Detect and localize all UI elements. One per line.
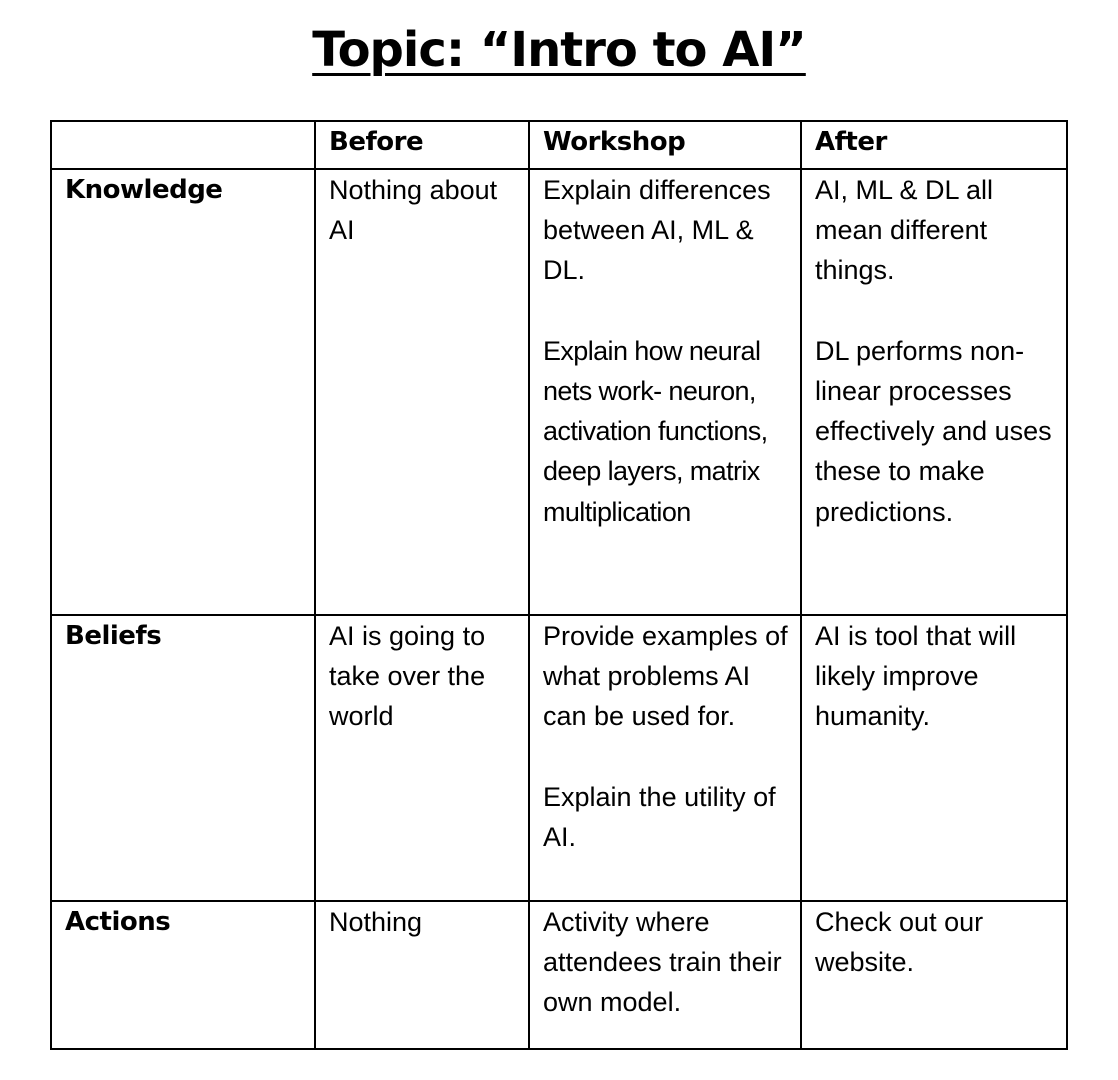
row-label-knowledge: Knowledge <box>50 168 316 616</box>
table-header-row: Before Workshop After <box>50 120 1068 170</box>
header-cell-before: Before <box>314 120 530 170</box>
cell-text: Nothing <box>329 907 423 937</box>
topic-plan-table: Before Workshop After Knowledge Nothing … <box>50 120 1068 1050</box>
cell-actions-after: Check out our website. <box>800 900 1068 1050</box>
cell-paragraph: Check out our website. <box>815 907 984 978</box>
cell-knowledge-after: AI, ML & DL all mean different things. D… <box>800 168 1068 616</box>
cell-knowledge-workshop: Explain differences between AI, ML & DL.… <box>528 168 802 616</box>
table-row-knowledge: Knowledge Nothing about AI Explain diffe… <box>50 168 1068 616</box>
document-title-text: Topic: “Intro to AI” <box>312 22 807 78</box>
cell-paragraph: DL performs non-linear processes effecti… <box>815 335 1052 527</box>
cell-paragraph: Explain the utility of AI. <box>543 781 776 852</box>
row-label-actions: Actions <box>50 900 316 1050</box>
cell-beliefs-after: AI is tool that will likely improve huma… <box>800 614 1068 902</box>
cell-actions-before: Nothing <box>314 900 530 1050</box>
table-row-beliefs: Beliefs AI is going to take over the wor… <box>50 614 1068 902</box>
document-title: Topic: “Intro to AI” <box>0 18 1118 82</box>
cell-beliefs-before: AI is going to take over the world <box>314 614 530 902</box>
cell-paragraph: Explain how neural nets work- neuron, ac… <box>543 335 768 527</box>
cell-paragraph: AI, ML & DL all mean different things. <box>815 175 994 286</box>
cell-paragraph: Provide examples of what problems AI can… <box>543 621 788 732</box>
cell-beliefs-workshop: Provide examples of what problems AI can… <box>528 614 802 902</box>
cell-paragraph: Explain differences between AI, ML & DL. <box>543 175 771 286</box>
header-cell-empty <box>50 120 316 170</box>
cell-knowledge-before: Nothing about AI <box>314 168 530 616</box>
cell-actions-workshop: Activity where attendees train their own… <box>528 900 802 1050</box>
cell-text: AI is going to take over the world <box>329 621 486 732</box>
header-cell-workshop: Workshop <box>528 120 802 170</box>
cell-text: Nothing about AI <box>329 175 498 246</box>
table-row-actions: Actions Nothing Activity where attendees… <box>50 900 1068 1050</box>
header-cell-after: After <box>800 120 1068 170</box>
cell-paragraph: Activity where attendees train their own… <box>543 907 782 1018</box>
cell-paragraph: AI is tool that will likely improve huma… <box>815 621 1017 732</box>
row-label-beliefs: Beliefs <box>50 614 316 902</box>
